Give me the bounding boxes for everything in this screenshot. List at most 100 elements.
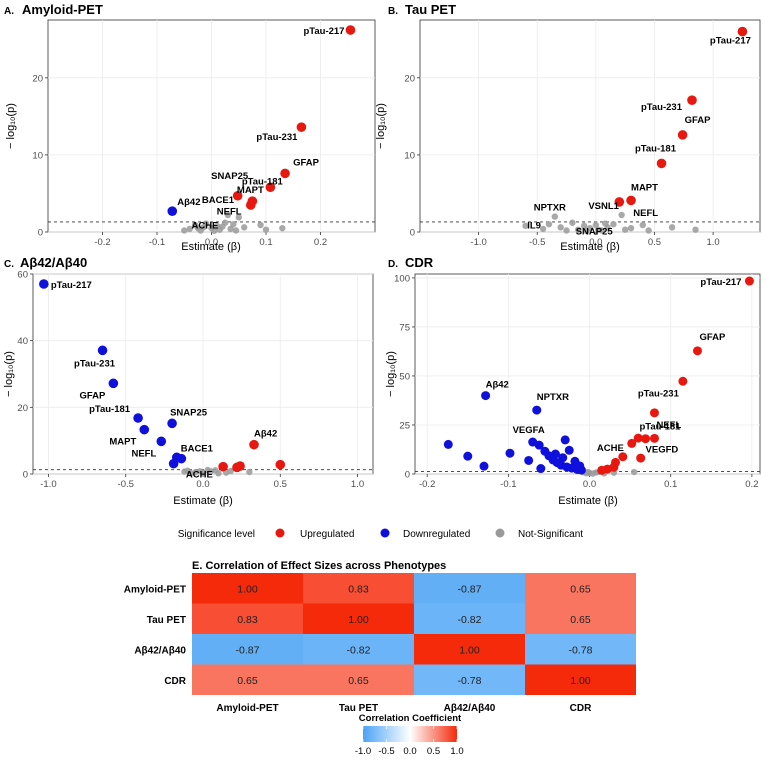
panel-a-point-bace1 [224,211,232,219]
panel-b-point [692,226,699,233]
heatmap-column-label: Tau PET [339,703,378,714]
heatmap-row-label: Aβ42/Aβ40 [134,645,186,656]
panel-b-xtick-label: 1.0 [706,237,719,248]
panel-a-title: Amyloid-PET [22,2,103,17]
colorbar: Correlation Coefficient -1.0 -0.5 0.0 0.5 1.… [355,713,464,757]
heatmap-cell-value: 0.65 [237,675,258,687]
panel-a-point-ptau-181 [265,182,276,193]
heatmap-cells: 1.00 0.83 -0.87 0.65 0.83 1.00 -0.82 0.65 -0.87 -… [192,573,636,695]
panel-d-point-ptau-181 [649,433,659,443]
panel-b-xtick-label: 0.0 [589,237,602,248]
heatmap-row-label: Tau PET [147,615,186,626]
heatmap-cell-value: -0.78 [569,644,593,656]
colorbar-ticks: -1.0 -0.5 0.0 0.5 1.0 [355,726,464,757]
panel-abeta-ratio: C. Aβ42/Aβ40 -1.0 -0.5 0.0 0.5 1.0 0 20 40 60 pT… [3,255,374,507]
panel-b-letter: B. [388,6,398,17]
panel-a-point [232,227,240,234]
legend-label-not-significant: Not-Significant [518,529,583,540]
panel-a-ytick-label: 10 [32,150,43,161]
panel-c-xtick-label: -0.5 [118,479,134,490]
colorbar-tick-label: -0.5 [378,746,394,757]
panel-d-point [597,465,607,475]
panel-b-ytick-label: 20 [404,73,415,84]
panel-d-point-a-42 [481,391,491,401]
colorbar-title: Correlation Coefficient [359,713,462,724]
panel-b-point [522,222,529,230]
panel-d-point [636,453,646,463]
heatmap-cell-value: 0.65 [570,583,591,595]
panel-b-label-vsnl1: VSNL1 [588,201,619,212]
panel-c-label-bace1: BACE1 [181,443,214,454]
panel-b-point-ptau-231 [687,95,697,105]
panel-a-point [230,221,237,228]
panel-c-point [218,461,228,472]
legend-swatch-not-significant [495,528,505,538]
panel-d-point-ptau-231 [678,376,688,386]
panel-c-point [168,458,179,469]
panel-d-point [564,445,574,455]
heatmap-cell [192,573,303,604]
panel-a-label-a-42: Aβ42 [177,197,200,208]
panel-b-point [598,227,605,234]
panel-d-point-ptau-217 [744,276,754,286]
panel-d-xtick-label: -0.2 [419,479,435,490]
panel-d-point [630,468,638,476]
panel-c-point [232,462,242,473]
panel-a-point-snap25 [232,190,243,201]
panel-c-xtick-label: 0.5 [274,479,287,490]
panel-a-label-snap25: SNAP25 [211,171,249,182]
panel-c-point [187,470,194,477]
panel-d-point [627,438,637,448]
panel-b-label-snap25: SNAP25 [576,227,614,238]
heatmap-column-labels: Amyloid-PET Tau PET Aβ42/Aβ40 CDR [216,703,592,714]
panel-c-ytick-label: 0 [23,470,28,481]
heatmap-cell-value: 1.00 [348,614,369,626]
panel-b-point [580,222,588,230]
panel-b-point [557,224,564,231]
panel-amyloid-pet: A. Amyloid-PET -0.2 -0.1 0.0 0.1 0.2 0 10 20 pT… [4,2,376,253]
panel-b-point [621,226,629,233]
panel-b-label-il9: IL9 [527,220,541,231]
heatmap-cell [525,573,636,604]
panel-a-point [279,224,286,232]
panel-d-letter: D. [388,259,398,270]
panel-c-ytick-label: 40 [17,336,28,347]
panel-d-point-gfap [692,346,702,356]
panel-c-point [199,469,207,477]
panel-b-point [563,227,570,234]
legend-label-downregulated: Downregulated [403,529,470,540]
heatmap-row-label: CDR [164,676,186,687]
panel-c-point [181,468,188,475]
panel-b-grid [420,20,760,233]
panel-c-ytick-label: 60 [17,270,28,281]
panel-b-ticks: -1.0 -0.5 0.0 0.5 1.0 0 10 20 [404,73,719,248]
legend-swatch-upregulated [275,528,285,538]
panel-d-label-ptau-217: pTau-217 [700,277,741,288]
panel-a-ticks: -0.2 -0.1 0.0 0.1 0.2 0 10 20 [32,73,327,248]
panel-d-label-vegfa: VEGFA [513,425,545,436]
panel-cdr: D. CDR -0.2 -0.1 0.0 0.1 0.2 0 25 50 75 100 pTau-… [385,255,761,507]
panel-d-label-nefl: NEFL [656,420,681,431]
panel-d-xtick-label: 0.0 [583,479,596,490]
panel-b-point-il9 [545,221,553,228]
panel-d-point [633,433,643,443]
panel-a-label-nefl: NEFL [217,206,242,217]
heatmap-cell [192,634,303,665]
panel-d-ytick-label: 75 [399,322,410,333]
panel-c-xtick-label: 1.0 [351,479,364,490]
panel-b-point [575,226,582,233]
panel-b-xtick-label: -1.0 [470,237,486,248]
legend-label-upregulated: Upregulated [300,529,354,540]
panel-a-point [241,224,248,231]
heatmap-cell-value: 0.65 [348,675,369,687]
panel-c-point-a-42 [249,439,259,450]
panel-d-xtick-label: -0.1 [500,479,516,490]
heatmap-cell [525,664,636,695]
panel-b-point-gfap [677,130,688,140]
panel-d-label-nptxr: NPTXR [537,392,569,403]
heatmap-title: E. Correlation of Effect Sizes across Ph… [192,560,446,572]
heatmap-cell-value: -0.87 [458,583,482,595]
panel-d-point [576,465,586,475]
panel-c-point [204,466,211,474]
